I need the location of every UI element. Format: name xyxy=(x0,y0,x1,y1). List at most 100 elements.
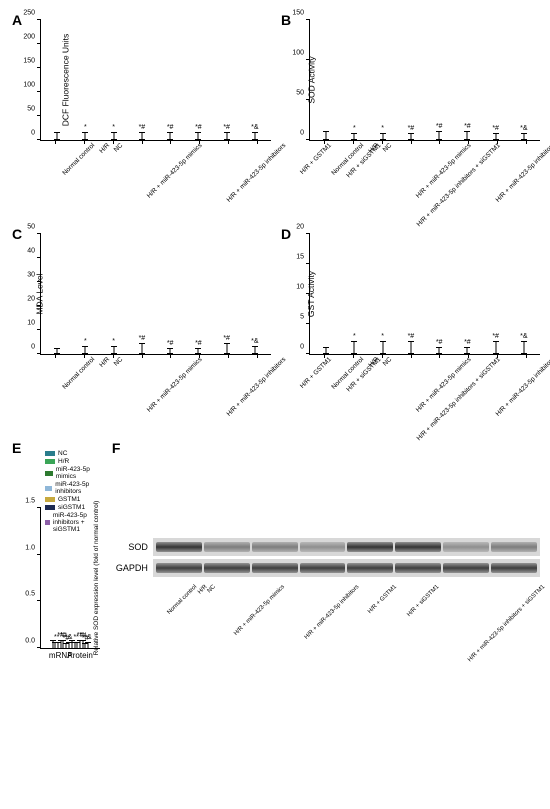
y-tick-label: 200 xyxy=(19,34,35,41)
significance-marker: *# xyxy=(436,339,443,346)
panel-label: F xyxy=(112,440,121,456)
y-tick-label: 0 xyxy=(288,130,304,137)
blot-band xyxy=(252,563,298,573)
y-tick-label: 100 xyxy=(288,50,304,57)
blot-band xyxy=(395,542,441,552)
significance-marker: *& xyxy=(520,125,527,132)
panel-a: ADCF Fluorescence Units050100150200250**… xyxy=(10,10,271,216)
x-tick-label: H/R + miR-423-5p mimics xyxy=(415,356,473,414)
significance-marker: *# xyxy=(492,333,499,340)
blot-band xyxy=(491,542,537,552)
significance-marker: * xyxy=(112,338,115,345)
blot-band xyxy=(156,563,202,573)
x-tick-label: H/R + miR-423-5p mimics xyxy=(415,142,473,200)
legend-text: miR-423-5p mimics xyxy=(56,466,100,480)
significance-marker: * xyxy=(381,125,384,132)
x-tick-label: Normal control xyxy=(330,356,365,391)
y-tick-label: 150 xyxy=(19,58,35,65)
blot-band xyxy=(443,563,489,573)
blot-lane-label: H/R + GSTM1 xyxy=(367,584,398,615)
x-tick-label: H/R + miR-423-5p mimics xyxy=(146,356,204,414)
y-tick-label: 50 xyxy=(19,106,35,113)
panel-c: CMDA Level01020304050***#*#*#*#*&Normal … xyxy=(10,224,271,430)
x-tick-label: NC xyxy=(113,356,125,368)
chart-area: DCF Fluorescence Units050100150200250***… xyxy=(40,20,271,141)
significance-marker: *# xyxy=(464,339,471,346)
blot-row-label: SOD xyxy=(110,542,148,552)
legend-swatch xyxy=(45,451,55,456)
significance-marker: *# xyxy=(195,340,202,347)
y-tick-label: 250 xyxy=(19,10,35,17)
significance-marker: *# xyxy=(492,125,499,132)
x-tick-label: Normal control xyxy=(330,142,365,177)
significance-marker: *# xyxy=(223,124,230,131)
significance-marker: *# xyxy=(436,123,443,130)
legend-text: miR-423-5p inhibitors xyxy=(55,481,100,495)
chart-area: SOD Activity050100150***#*#*#*#*&Normal … xyxy=(309,20,540,141)
significance-marker: *# xyxy=(139,335,146,342)
significance-marker: * xyxy=(381,333,384,340)
y-tick-label: 0 xyxy=(19,130,35,137)
y-tick-label: 10 xyxy=(19,320,35,327)
blot-lane-label: NC xyxy=(207,584,217,594)
y-tick-label: 10 xyxy=(288,284,304,291)
x-tick-label: H/R + miR-423-5p mimics xyxy=(146,142,204,200)
y-tick-label: 0.0 xyxy=(19,638,35,645)
blot-lanes xyxy=(153,559,540,577)
significance-marker: *# xyxy=(408,125,415,132)
chart-area: MDA Level01020304050***#*#*#*#*&Normal c… xyxy=(40,234,271,355)
significance-marker: * xyxy=(353,125,356,132)
x-tick-label: H/R xyxy=(368,142,381,155)
blot-row-label: GAPDH xyxy=(110,563,148,573)
blot-band xyxy=(395,563,441,573)
significance-marker: *# xyxy=(167,340,174,347)
y-tick-label: 0 xyxy=(19,344,35,351)
significance-marker: * xyxy=(84,338,87,345)
blot-band xyxy=(156,542,202,552)
y-tick-label: 40 xyxy=(19,248,35,255)
y-tick-label: 20 xyxy=(19,296,35,303)
blot-band xyxy=(204,563,250,573)
y-tick-label: 30 xyxy=(19,272,35,279)
significance-marker: * xyxy=(112,124,115,131)
significance-marker: *# xyxy=(408,333,415,340)
y-tick-label: 1.5 xyxy=(19,498,35,505)
blot-band xyxy=(347,563,393,573)
x-tick-label: H/R xyxy=(99,142,112,155)
legend-swatch xyxy=(45,471,53,476)
legend-swatch xyxy=(45,486,52,491)
x-tick-label: Normal control xyxy=(61,356,96,391)
x-tick-label: H/R xyxy=(99,356,112,369)
y-tick-label: 15 xyxy=(288,254,304,261)
y-tick-label: 100 xyxy=(19,82,35,89)
significance-marker: *& xyxy=(520,333,527,340)
legend-text: H/R xyxy=(58,458,69,465)
x-tick-label: Normal control xyxy=(61,142,96,177)
y-tick-label: 0 xyxy=(288,344,304,351)
y-tick-label: 1.0 xyxy=(19,544,35,551)
legend-swatch xyxy=(45,459,55,464)
significance-marker: *& xyxy=(84,634,91,641)
blot-band xyxy=(491,563,537,573)
blot-band xyxy=(347,542,393,552)
panel-d: DGST Activity05101520***#*#*#*#*&Normal … xyxy=(279,224,540,430)
x-tick-label: NC xyxy=(382,142,394,154)
y-tick-label: 0.5 xyxy=(19,591,35,598)
significance-marker: *# xyxy=(195,124,202,131)
blot-lane-label: H/R + miR-423-5p inhibitors + siGSTM1 xyxy=(467,584,546,663)
blot-lane-label: H/R + miR-423-5p inhibitors xyxy=(303,584,360,641)
significance-marker: *& xyxy=(251,338,258,345)
x-tick-label: NC xyxy=(113,142,125,154)
blot-band xyxy=(300,542,346,552)
legend-text: GSTM1 xyxy=(58,496,80,503)
significance-marker: *& xyxy=(251,124,258,131)
panel-e: ENCH/RmiR-423-5p mimicsmiR-423-5p inhibi… xyxy=(10,438,100,669)
blot-band xyxy=(252,542,298,552)
y-tick-label: 50 xyxy=(19,224,35,231)
legend-text: NC xyxy=(58,450,67,457)
x-tick-label: H/R + miR-423-5p inhibitors xyxy=(495,142,550,204)
significance-marker: * xyxy=(353,333,356,340)
y-tick-label: 5 xyxy=(288,314,304,321)
y-tick-label: 150 xyxy=(288,10,304,17)
blot-band xyxy=(204,542,250,552)
